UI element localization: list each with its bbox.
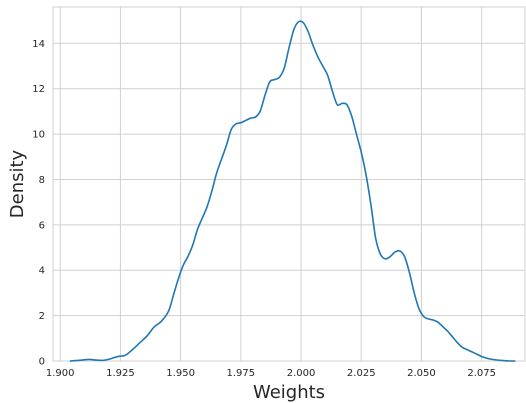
x-tick-label: 2.025 [347,368,376,379]
y-tick-label: 6 [39,220,45,231]
x-tick-labels: 1.900 1.925 1.950 1.975 2.000 2.025 2.050 2.075 [46,368,496,379]
y-tick-label: 2 [39,311,45,322]
density-curve [69,20,516,362]
x-gridlines [59,7,483,361]
x-tick-label: 1.900 [46,368,75,379]
x-tick-label: 1.950 [166,368,195,379]
x-tick-label: 1.925 [106,368,135,379]
y-tick-label: 8 [39,175,45,186]
plot-frame [52,6,526,362]
y-tick-labels: 0 2 4 6 8 10 12 14 [32,39,45,368]
x-tick-label: 2.000 [287,368,316,379]
y-tick-label: 0 [39,357,45,368]
x-tick-label: 1.975 [227,368,256,379]
y-gridlines [53,42,525,362]
y-tick-label: 14 [32,39,45,50]
y-tick-label: 10 [32,130,45,141]
y-tick-label: 12 [32,84,45,95]
x-axis-label: Weights [253,382,325,403]
y-tick-label: 4 [39,266,45,277]
y-axis-label: Density [7,149,28,218]
x-tick-label: 2.075 [467,368,496,379]
x-tick-label: 2.050 [407,368,436,379]
